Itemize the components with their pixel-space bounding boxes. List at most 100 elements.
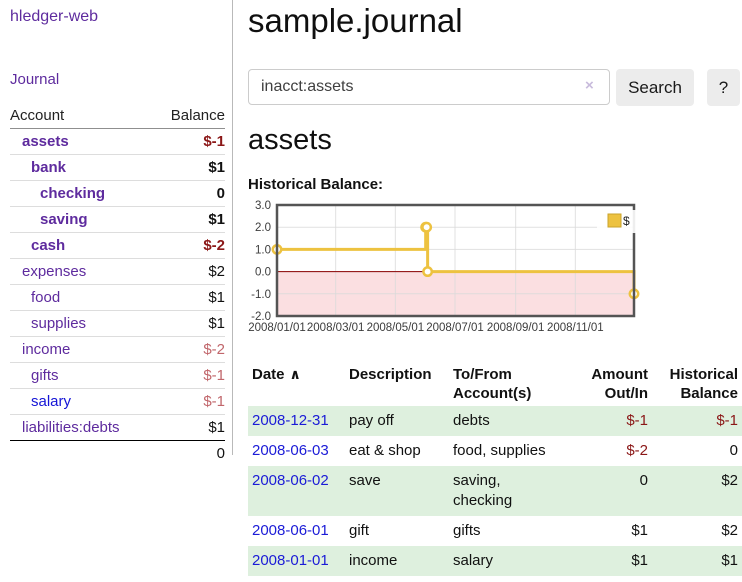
account-link[interactable]: saving [40,211,88,228]
account-row: saving $1 [10,206,225,233]
transaction-date-link[interactable]: 2008-01-01 [252,552,329,569]
chart-title: Historical Balance: [248,176,384,193]
transaction-accounts: saving, checking [453,472,513,509]
transaction-date-link[interactable]: 2008-06-03 [252,442,329,459]
chart-y-tick-label: 2.0 [255,222,271,234]
transaction-balance: $2 [721,522,738,539]
account-link[interactable]: checking [40,185,106,202]
chart-border [275,203,636,318]
accounts-header-balance: Balance [153,103,225,129]
chart-x-tick-label: 2008/09/01 [487,322,545,334]
account-balance: $1 [153,206,225,233]
page-title: sample.journal [248,2,463,39]
transaction-amount: 0 [639,472,648,489]
account-row: checking 0 [10,180,225,207]
transaction-amount: $-1 [626,412,648,429]
account-row: liabilities:debts $1 [10,414,225,441]
chart-y-tick-label: 0.0 [255,267,271,279]
chart-x-tick-label: 2008/11/01 [547,322,604,334]
register-header-balance: Historical Balance [669,366,738,402]
chart-data-point [421,221,433,233]
account-balance: $1 [153,310,225,337]
transaction-amount: $1 [631,522,648,539]
account-row: assets $-1 [10,128,225,155]
account-row: food $1 [10,284,225,311]
account-link[interactable]: cash [31,237,66,254]
chart-y-tick-label: 1.0 [255,244,271,256]
transaction-row: 2008-06-03 eat & shop food, supplies $-2… [248,436,742,466]
account-balance: $-2 [153,336,225,363]
account-row: expenses $2 [10,258,225,285]
account-balance: $1 [153,284,225,311]
chart-legend-label: $ [623,214,630,228]
transaction-accounts: debts [453,412,490,429]
register-header-amount: Amount Out/In [591,366,648,402]
transaction-date-link[interactable]: 2008-12-31 [252,412,329,429]
account-row: gifts $-1 [10,362,225,389]
account-row: income $-2 [10,336,225,363]
transaction-description: gift [349,522,370,539]
account-link[interactable]: income [22,341,71,358]
transaction-date-link[interactable]: 2008-06-02 [252,472,329,489]
app-brand-link[interactable]: hledger-web [10,8,99,25]
account-balance: $-2 [153,232,225,259]
historical-balance-chart: 3.0 2.0 1.0 0.0 -1.0 -2.0 2008/01/01 2008/03/01… [245,198,742,342]
account-link[interactable]: salary [31,393,72,410]
account-balance: 0 [153,180,225,207]
account-link[interactable]: gifts [31,367,59,384]
transaction-amount: $1 [631,552,648,569]
accounts-total-balance: 0 [216,445,225,462]
sidebar-item-journal[interactable]: Journal [10,71,60,88]
chart-x-tick-label: 2008/05/01 [367,322,425,334]
account-heading: assets [248,124,332,156]
accounts-total-row: 0 [10,441,225,467]
account-link[interactable]: liabilities:debts [22,419,120,436]
clear-search-icon[interactable]: × [585,77,594,94]
chart-data-point [422,266,434,278]
transaction-description: save [349,472,381,489]
transaction-row: 2008-06-02 save saving, checking 0 $2 [248,466,742,516]
account-balance: $-1 [153,362,225,389]
chart-x-tick-label: 2008/01/01 [248,322,306,334]
register-header-accounts: To/From Account(s) [453,366,532,402]
account-link[interactable]: expenses [22,263,87,280]
account-row: supplies $1 [10,310,225,337]
transaction-row: 2008-12-31 pay off debts $-1 $-1 [248,406,742,436]
search-input[interactable] [248,69,610,105]
sort-ascending-icon: ∧ [289,366,301,382]
register-header-description: Description [349,366,432,383]
search-bar: × Search ? [248,69,742,106]
chart-x-tick-label: 2008/07/01 [426,322,484,334]
transaction-balance: $1 [721,552,738,569]
account-balance: $2 [153,258,225,285]
sidebar: hledger-web Journal Account Balance asse… [0,0,233,462]
chart-y-tick-label: -2.0 [251,311,271,323]
transaction-balance: $-1 [716,412,738,429]
account-balance: $1 [153,154,225,181]
account-link[interactable]: food [31,289,61,306]
transaction-balance: $2 [721,472,738,489]
search-button[interactable]: Search [616,69,694,106]
account-link[interactable]: supplies [31,315,87,332]
account-row: cash $-2 [10,232,225,259]
transaction-row: 2008-01-01 income salary $1 $1 [248,546,742,576]
transaction-description: pay off [349,412,394,429]
chart-legend-swatch [607,213,622,228]
register-header-date[interactable]: Date ∧ [252,366,301,383]
transaction-accounts: food, supplies [453,442,546,459]
transaction-description: eat & shop [349,442,421,459]
accounts-header-account: Account [10,103,154,129]
chart-y-tick-label: 3.0 [255,200,271,212]
transaction-description: income [349,552,398,569]
transaction-row: 2008-06-01 gift gifts $1 $2 [248,516,742,546]
register-table: Date ∧ Description To/From Account(s) Amo… [248,362,742,576]
account-balance: $-1 [153,388,225,415]
transaction-accounts: gifts [453,522,481,539]
transaction-date-link[interactable]: 2008-06-01 [252,522,329,539]
account-link[interactable]: assets [22,133,69,150]
chart-y-tick-label: -1.0 [251,289,271,301]
account-row: bank $1 [10,154,225,181]
help-button[interactable]: ? [707,69,740,106]
account-link[interactable]: bank [31,159,67,176]
